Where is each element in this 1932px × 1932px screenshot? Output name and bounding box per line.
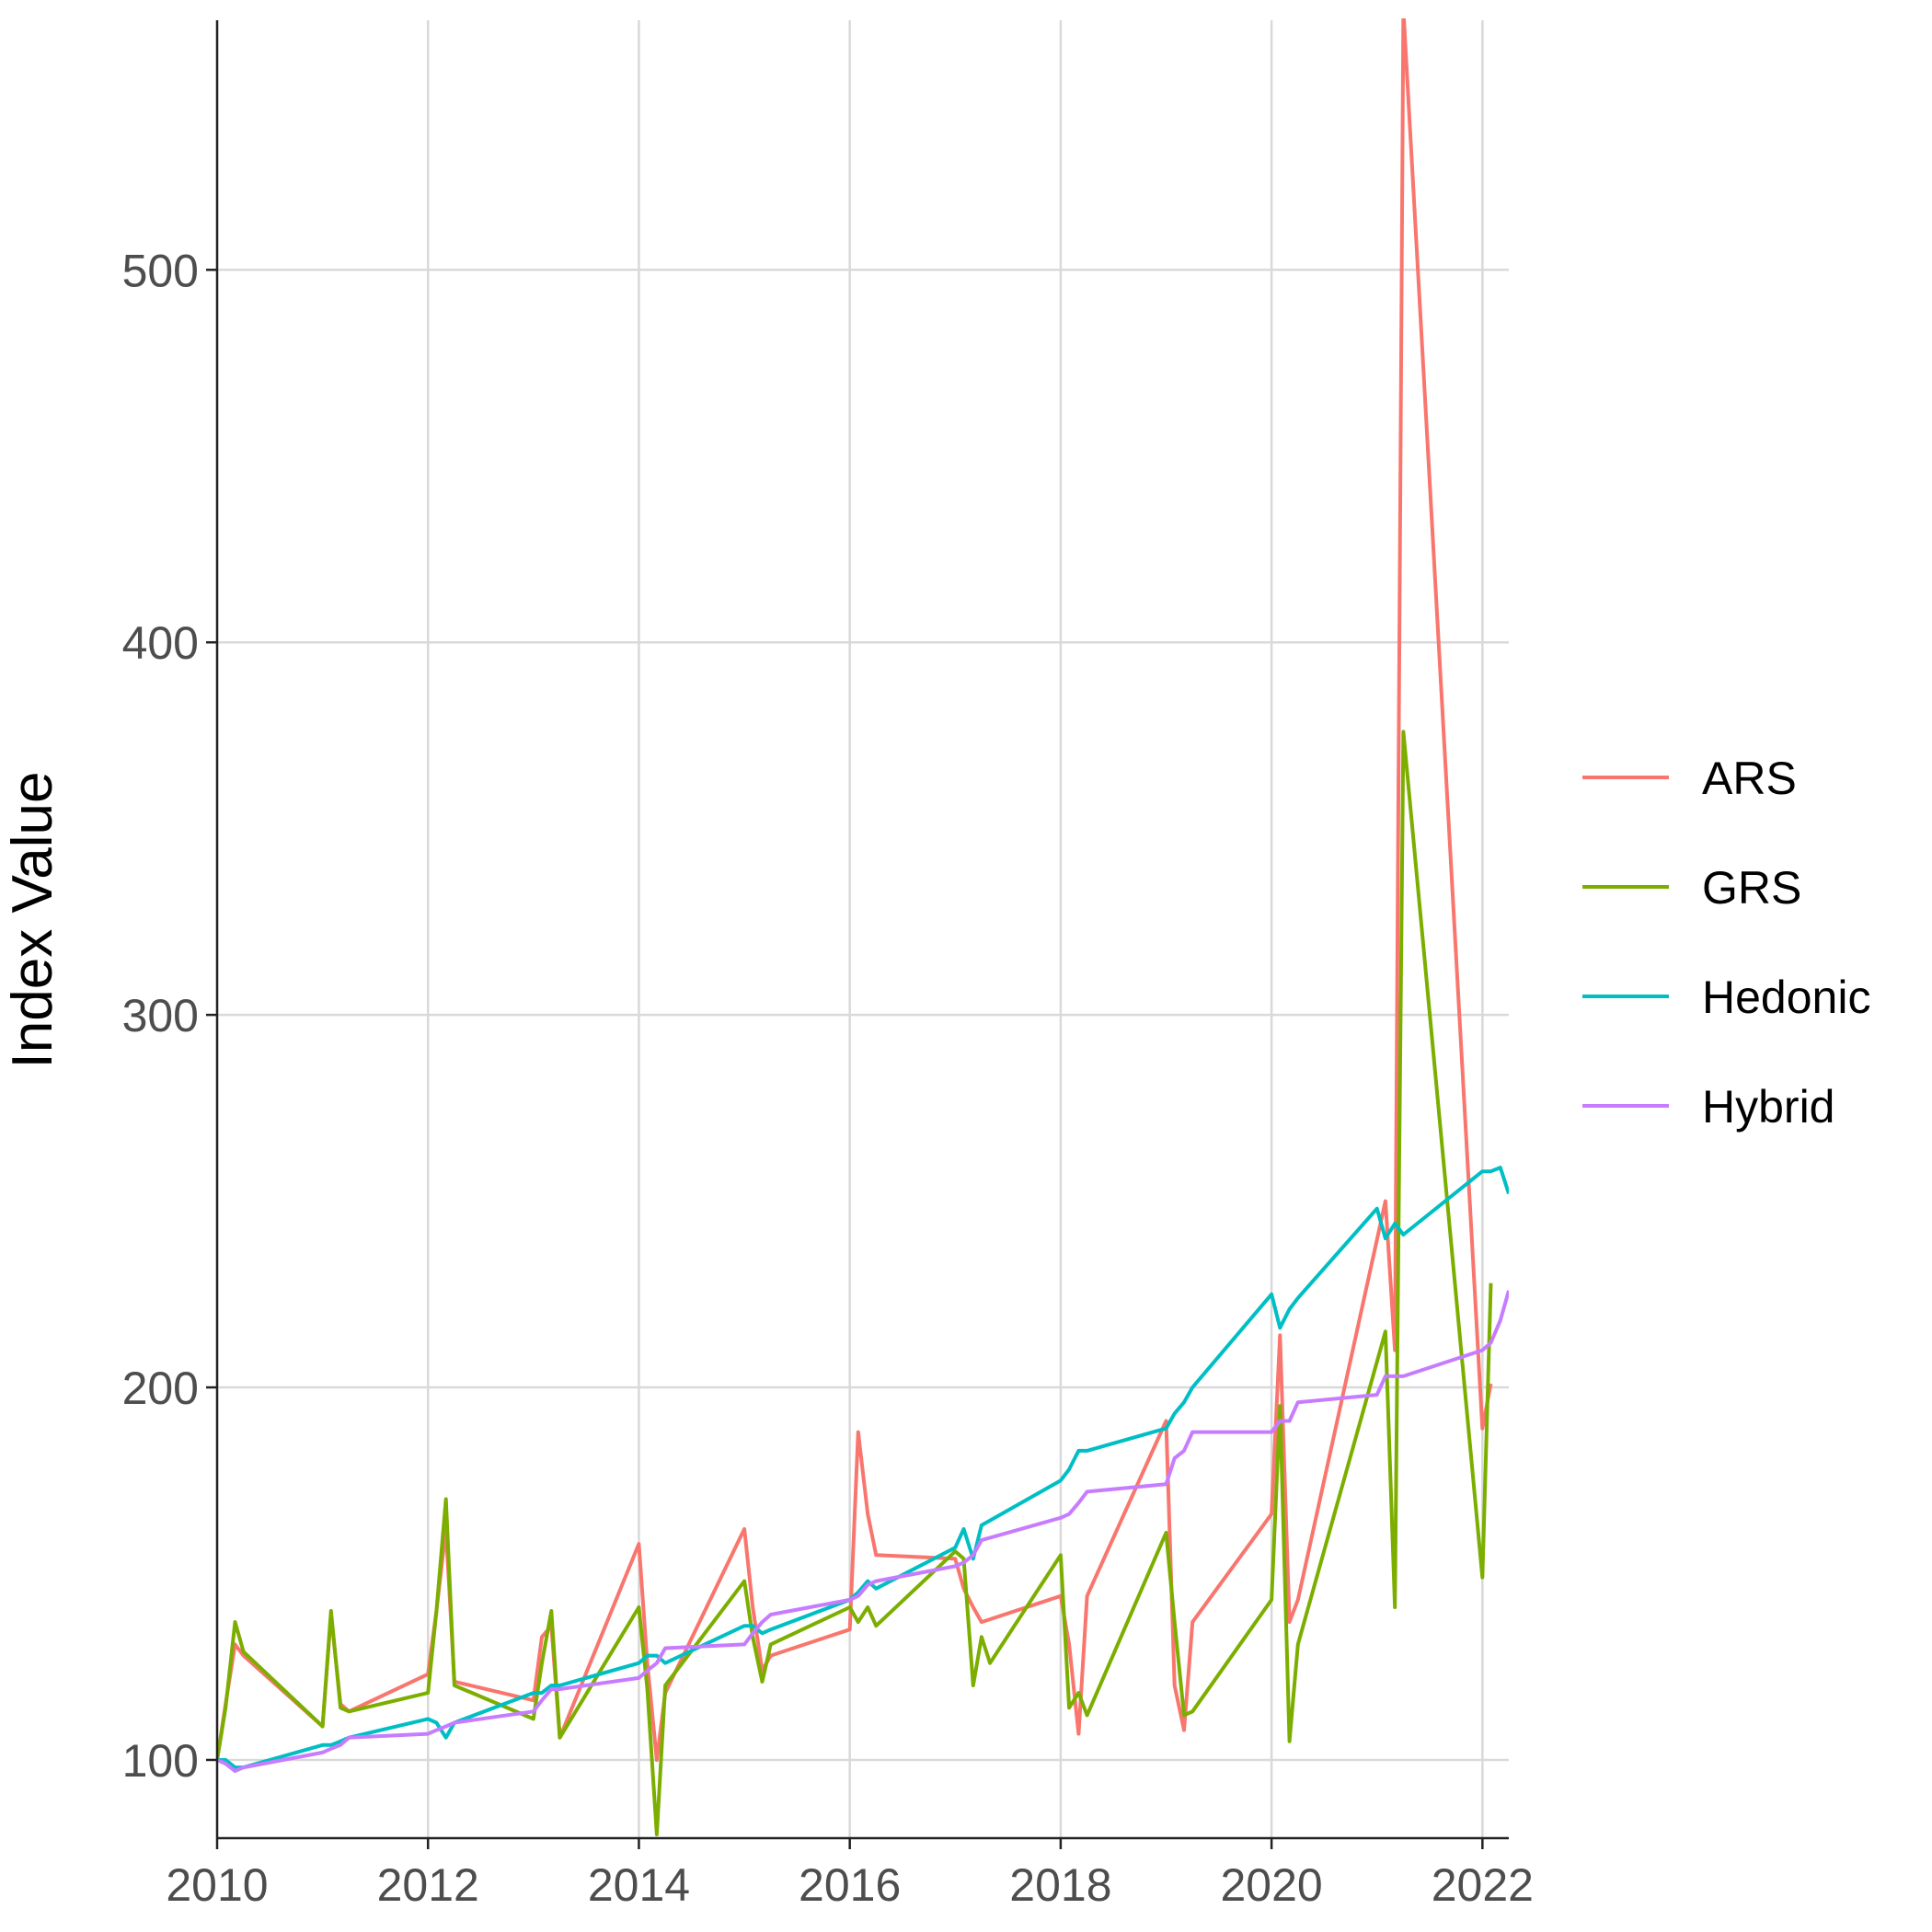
x-tick-label: 2016: [799, 1859, 901, 1911]
x-tick-label: 2010: [166, 1859, 268, 1911]
series-lines: [217, 18, 1509, 1836]
y-tick-label: 500: [122, 245, 199, 296]
legend-label-hedonic: Hedonic: [1702, 972, 1870, 1023]
y-axis-title: Index Value: [1, 772, 64, 1069]
y-tick-label: 300: [122, 990, 199, 1041]
series-line-ars: [217, 18, 1493, 1762]
gridlines: [215, 20, 1509, 1838]
series-line-grs: [217, 730, 1493, 1836]
x-tick-label: 2012: [377, 1859, 479, 1911]
y-tick-label: 200: [122, 1363, 199, 1414]
legend: ARS GRS Hedonic Hybrid: [1582, 753, 1870, 1133]
x-tick-label: 2020: [1221, 1859, 1323, 1911]
axes: 2010 2012 2014 2016 2018 2020 2022 100 200 300 400…: [122, 20, 1534, 1911]
y-tick-label: 400: [122, 617, 199, 669]
series-line-hedonic: [217, 1166, 1509, 1770]
legend-label-ars: ARS: [1702, 753, 1797, 804]
x-tick-label: 2014: [588, 1859, 690, 1911]
x-tick-label: 2018: [1009, 1859, 1111, 1911]
legend-label-grs: GRS: [1702, 862, 1801, 914]
legend-label-hybrid: Hybrid: [1702, 1081, 1834, 1133]
y-tick-label: 100: [122, 1735, 199, 1787]
x-tick-label: 2022: [1432, 1859, 1534, 1911]
series-line-hybrid: [217, 1290, 1509, 1774]
